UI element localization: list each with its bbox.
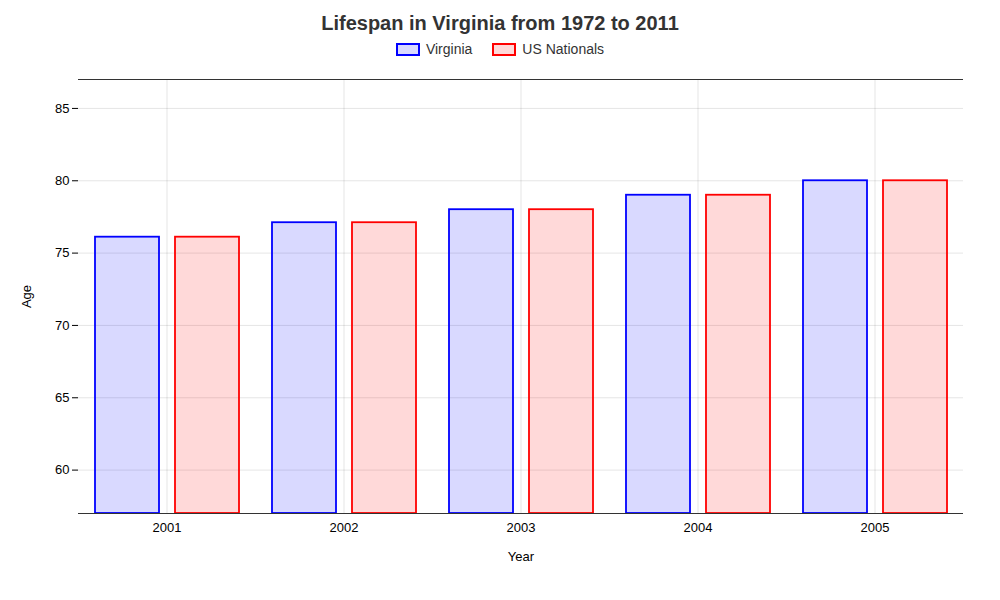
svg-text:75: 75: [55, 245, 69, 260]
svg-text:2002: 2002: [330, 520, 359, 535]
svg-text:2003: 2003: [507, 520, 536, 535]
svg-text:2004: 2004: [684, 520, 713, 535]
svg-text:70: 70: [55, 318, 69, 333]
html-text:US Nationals: US Nationals: [522, 41, 605, 57]
svg-text:2005: 2005: [861, 520, 890, 535]
html-text:Lifespan in Virginia from 1972: Lifespan in Virginia from 1972 to 2011: [321, 12, 679, 34]
svg-text:65: 65: [55, 390, 69, 405]
svg-text:80: 80: [55, 173, 69, 188]
html-text:Virginia: Virginia: [425, 41, 473, 57]
svg-text:2001: 2001: [153, 520, 182, 535]
svg-text:60: 60: [55, 462, 69, 477]
svg-text:Year: Year: [508, 549, 535, 564]
svg-text:Age: Age: [19, 285, 34, 308]
svg-text:85: 85: [55, 101, 69, 116]
